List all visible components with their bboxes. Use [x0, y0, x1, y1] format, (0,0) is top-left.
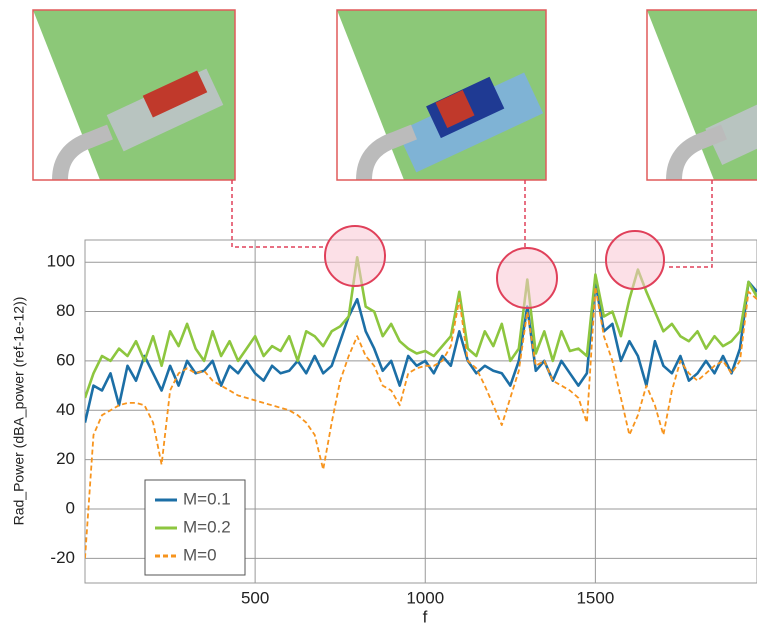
thumbnail-frame	[336, 9, 547, 181]
thumbnail	[33, 10, 235, 180]
x-tick-label: 500	[241, 588, 269, 607]
y-tick-label: -20	[50, 548, 75, 567]
y-tick-label: 40	[56, 400, 75, 419]
x-tick-label: 1000	[406, 588, 444, 607]
x-tick-label: 1500	[576, 588, 614, 607]
y-tick-label: 80	[56, 301, 75, 320]
highlight-circles	[324, 225, 665, 309]
thumbnail-frame	[646, 9, 757, 181]
y-tick-label: 20	[56, 449, 75, 468]
y-tick-label: 60	[56, 350, 75, 369]
series-line	[85, 286, 757, 559]
legend-label: M=0.1	[183, 489, 231, 508]
connectors	[231, 180, 713, 268]
y-tick-label: 0	[66, 498, 75, 517]
thumbnail	[647, 10, 757, 180]
thumbnail	[337, 10, 546, 180]
x-axis-label: f	[423, 607, 428, 626]
y-axis-label: Rad_Power (dBA_power (ref-1e-12))	[11, 297, 27, 526]
legend-label: M=0	[183, 545, 217, 564]
legend-label: M=0.2	[183, 517, 231, 536]
y-tick-label: 100	[47, 252, 75, 271]
thumbnail-frame	[32, 9, 236, 181]
